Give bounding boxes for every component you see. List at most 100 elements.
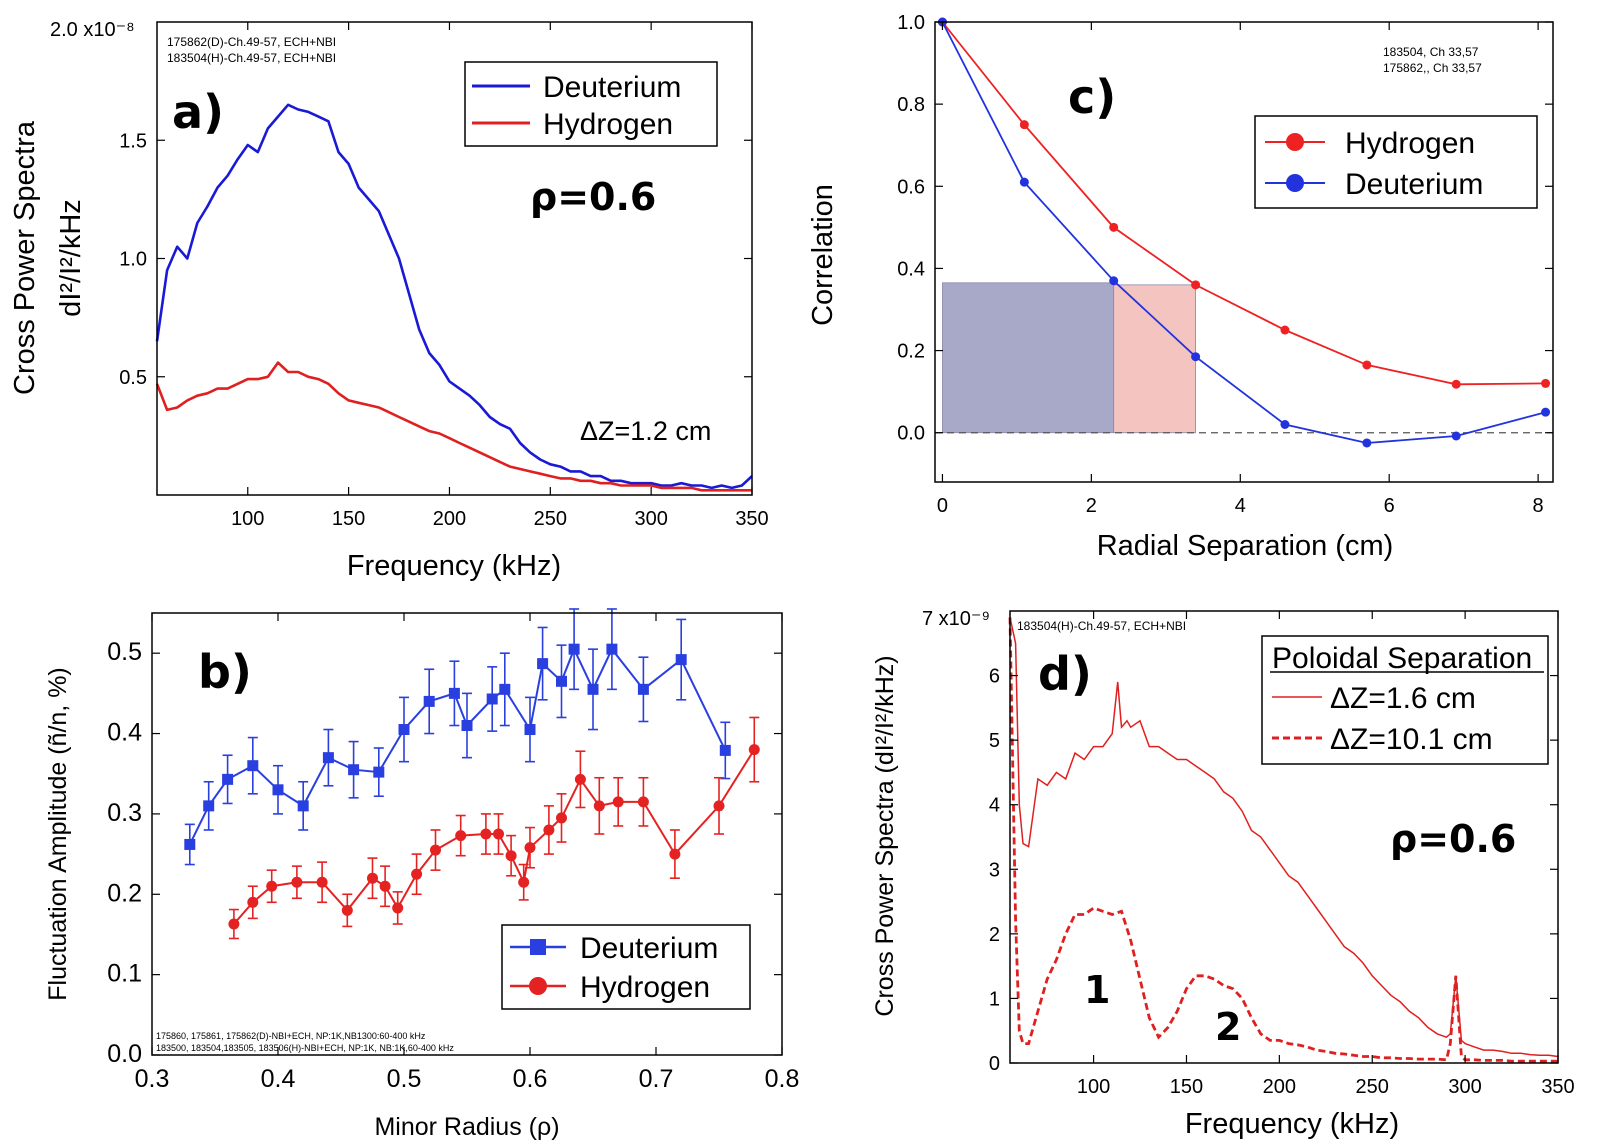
panel-b-ticks: 0.3 0.4 0.5 0.6 0.7 0.8 0.0 0.1 0.2 0.3 0.4 0.5 [107,613,799,1093]
data-point [1191,280,1201,290]
data-point [1019,120,1029,130]
data-point [1109,276,1119,286]
data-point [1191,352,1201,362]
x-tick-label: 0.7 [639,1065,674,1093]
data-point [297,800,309,812]
panel-d-legend-dz101: ΔZ=10.1 cm [1330,723,1493,756]
data-point [228,918,240,930]
data-point [203,800,215,812]
data-point [568,643,580,655]
y-tick-label: 3 [989,859,1000,881]
x-tick-label: 6 [1384,495,1395,517]
data-point [423,695,435,707]
panel-a-ylabel: Cross Power Spectra [9,120,41,395]
panel-d: 100 150 200 250 300 350 0 1 2 3 4 5 6 7 x10⁻⁹ 183504… [871,608,1575,1140]
data-point [398,724,410,736]
data-point [247,760,259,772]
y-tick-label: 0.8 [897,94,925,116]
data-point [518,876,530,888]
y-tick-label: 0.3 [107,799,142,827]
data-point [448,687,460,699]
x-tick-label: 300 [1448,1076,1481,1098]
panel-a-rho: ρ=0.6 [530,175,656,219]
series-line-hydrogen [155,361,752,492]
panel-d-legend-dz16: ΔZ=1.6 cm [1330,682,1476,715]
panel-b: 0.3 0.4 0.5 0.6 0.7 0.80.00.10.20.30.40.5 b) … [44,608,799,1141]
panel-c-ticks: 0 2 4 6 8 0.0 0.2 0.4 0.6 0.8 1.0 [897,12,1553,517]
panel-d-series [1008,617,1559,1063]
y-tick-label: 0.4 [107,719,142,747]
x-tick-label: 150 [1170,1076,1203,1098]
panel-d-peak-label-1: 1 [1084,968,1110,1012]
data-point [675,654,687,666]
data-point [379,880,391,892]
panel-c-series [935,17,1553,448]
data-point [373,766,385,778]
panel-d-rho: ρ=0.6 [1390,817,1516,861]
panel-c-label: c) [1068,70,1116,124]
x-tick-label: 350 [1541,1076,1574,1098]
x-tick-label: 0.6 [513,1065,548,1093]
panel-a-dz: ΔZ=1.2 cm [580,416,711,446]
data-point [637,796,649,808]
series-line-deuterium [155,103,753,490]
x-tick-label: 0 [937,495,948,517]
panel-b-legend-hydrogen: Hydrogen [580,971,710,1004]
y-tick-label: 0.2 [107,879,142,907]
data-point [713,800,725,812]
data-point [719,744,731,756]
y-tick-label: 1 [989,988,1000,1010]
panel-c-annotation-2: 175862,, Ch 33,57 [1383,61,1482,75]
data-point [556,812,567,824]
data-point [669,848,681,860]
panel-d-legend [1261,635,1549,765]
data-point [493,828,504,840]
shaded-region [942,282,1115,434]
data-point [574,773,586,785]
panel-c-legend-hydrogen: Hydrogen [1345,127,1475,160]
y-tick-label: 0.0 [107,1040,142,1068]
y-tick-label: 5 [989,730,1000,752]
data-point [455,830,467,842]
panel-a-series [155,103,753,492]
data-point [341,904,353,916]
panel-b-xlabel: Minor Radius (ρ) [374,1113,559,1141]
series-line-dz-10-1 [1008,617,1558,1063]
panel-c-legend-deuterium: Deuterium [1345,168,1483,201]
x-tick-label: 350 [735,508,768,530]
panel-c: 0 2 4 6 8 0.0 0.2 0.4 0.6 0.8 1.0 183504, Ch 33,57… [807,12,1554,562]
panel-a-label: a) [172,85,224,139]
panel-c-ylabel: Correlation [807,184,839,326]
series-line-deuterium [941,21,1546,444]
y-tick-label: 0.5 [119,367,147,389]
y-tick-label: 0.4 [897,258,925,280]
panel-b-legend-marker-deuterium [530,939,546,955]
data-point [748,744,760,756]
panel-d-ylabel: Cross Power Spectra (dI²/I²/kHz) [871,655,899,1016]
data-point [272,784,284,796]
panel-a-annotation-2: 183504(H)-Ch.49-57, ECH+NBI [167,51,336,65]
panel-b-annotation-2: 183500, 183504,183505, 183506(H)-NBI+ECH… [156,1043,454,1053]
data-point [322,752,334,764]
y-tick-label: 0.6 [897,176,925,198]
y-tick-label: 0.0 [897,423,925,445]
data-point [637,683,649,695]
y-tick-label: 2 [989,924,1000,946]
panel-a-legend-deuterium: Deuterium [543,71,681,104]
data-point [247,896,259,908]
x-tick-label: 2 [1086,495,1097,517]
panel-a-annotation-1: 175862(D)-Ch.49-57, ECH+NBI [167,35,336,49]
data-point [1019,177,1029,187]
panel-d-ytop-label: 7 x10⁻⁹ [922,608,990,630]
panel-b-frame [151,612,783,1056]
data-point [593,800,605,812]
data-point [537,658,549,670]
data-point [222,773,234,785]
panel-d-peak-label-2: 2 [1215,1005,1241,1049]
x-tick-label: 100 [1077,1076,1110,1098]
data-point [587,683,599,695]
data-point [606,643,618,655]
panel-b-series [184,608,760,940]
panel-d-annotation-1: 183504(H)-Ch.49-57, ECH+NBI [1017,619,1186,633]
